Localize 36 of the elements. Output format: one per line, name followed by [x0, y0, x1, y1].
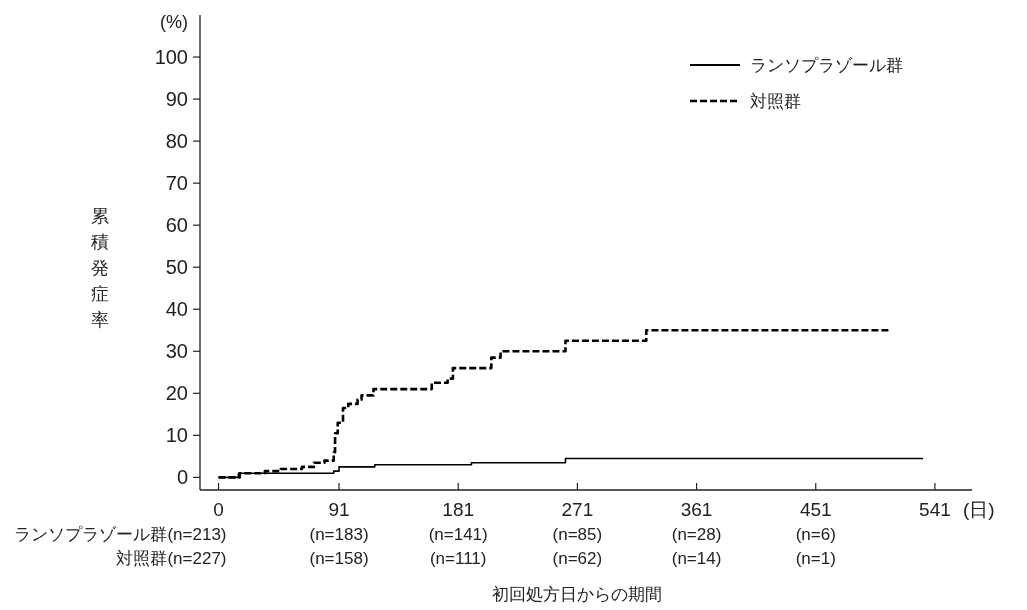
y-tick-label: 100 [154, 46, 188, 69]
x-tick-label: 541 [919, 499, 951, 520]
y-tick-label: 70 [165, 172, 188, 195]
text: (n=111) [429, 549, 487, 568]
text: (n=141) [428, 525, 488, 544]
text: (n=85) [552, 525, 603, 544]
text: (%) [160, 12, 188, 32]
y-tick-label: 30 [165, 340, 188, 363]
y-tick-label: 0 [176, 466, 188, 489]
text: 対照群(n=227) [116, 549, 227, 568]
legend-label: ランソプラゾール群 [750, 56, 903, 75]
text: (n=1) [795, 549, 836, 568]
y-tick-label: 10 [165, 424, 188, 447]
y-tick-label: 90 [165, 88, 188, 111]
x-tick-label: 91 [328, 499, 350, 520]
text: (n=158) [309, 549, 369, 568]
y-tick-label: 40 [165, 298, 188, 321]
text: (日) [962, 499, 995, 520]
x-tick-label: 181 [442, 499, 475, 520]
legend-label: 対照群 [750, 92, 801, 111]
x-tick-label: 451 [799, 499, 832, 520]
text: (n=6) [795, 525, 836, 544]
x-tick-label: 361 [680, 499, 713, 520]
text: (n=62) [552, 549, 603, 568]
y-tick-label: 20 [165, 382, 188, 405]
x-axis-title: 初回処方日からの期間 [492, 585, 663, 604]
text: (n=14) [671, 549, 722, 568]
x-tick-label: 271 [561, 499, 594, 520]
y-tick-label: 60 [165, 214, 188, 237]
text: (n=183) [309, 525, 369, 544]
y-tick-label: 50 [165, 256, 188, 279]
y-tick-label: 80 [165, 130, 188, 153]
text: ランソプラゾール群(n=213) [14, 525, 227, 544]
x-tick-label: 0 [213, 499, 224, 520]
text: (n=28) [671, 525, 722, 544]
y-axis-title: 累積発症率 [91, 206, 109, 330]
